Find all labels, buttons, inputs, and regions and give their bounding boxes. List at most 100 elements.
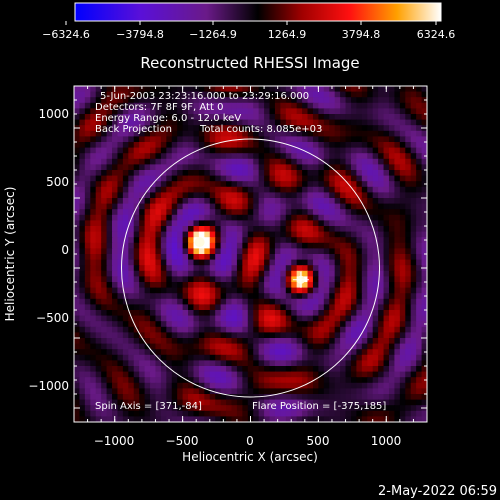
heatmap-cell [274,91,281,98]
heatmap-cell [160,354,167,361]
heatmap-cell [177,119,184,126]
heatmap-cell [231,388,238,395]
heatmap-cell [318,377,325,384]
heatmap-cell [421,220,427,227]
heatmap-cell [236,276,243,283]
heatmap-cell [264,181,271,188]
heatmap-cell [155,102,162,109]
heatmap-cell [112,136,119,143]
heatmap-cell [361,231,368,238]
heatmap-cell [198,248,205,255]
heatmap-cell [209,349,216,356]
heatmap-cell [133,237,140,244]
heatmap-cell [193,97,200,104]
heatmap-cell [307,338,314,345]
heatmap-cell [264,360,271,367]
heatmap-cell [340,304,347,311]
heatmap-cell [405,321,412,328]
heatmap-cell [101,377,108,384]
heatmap-cell [340,130,347,137]
heatmap-cell [394,91,401,98]
heatmap-cell [198,304,205,311]
heatmap-cell [296,125,303,132]
heatmap-cell [307,332,314,339]
heatmap-cell [177,405,184,412]
heatmap-cell [204,214,211,221]
heatmap-cell [405,254,412,261]
heatmap-cell [236,366,243,373]
heatmap-cell [188,276,195,283]
heatmap-cell [198,265,205,272]
heatmap-cell [155,332,162,339]
heatmap-cell [128,203,135,210]
heatmap-cell [296,181,303,188]
heatmap-cell [312,349,319,356]
heatmap-cell [236,158,243,165]
heatmap-cell [177,186,184,193]
heatmap-cell [253,410,260,417]
heatmap-cell [318,315,325,322]
heatmap-cell [90,360,97,367]
heatmap-cell [372,382,379,389]
heatmap-cell [372,394,379,401]
heatmap-cell [264,382,271,389]
heatmap-cell [226,371,233,378]
heatmap-cell [367,186,374,193]
heatmap-cell [247,130,254,137]
heatmap-cell [399,298,406,305]
heatmap-cell [258,248,265,255]
heatmap-cell [421,231,427,238]
heatmap-cell [307,259,314,266]
heatmap-cell [226,265,233,272]
heatmap-cell [79,203,86,210]
heatmap-cell [323,175,330,182]
heatmap-cell [236,399,243,406]
heatmap-cell [101,354,108,361]
heatmap-cell [280,399,287,406]
heatmap-cell [296,186,303,193]
heatmap-cell [388,198,396,205]
heatmap-cell [307,287,314,294]
heatmap-cell [204,287,211,294]
heatmap-cell [79,186,86,193]
heatmap-cell [188,388,195,395]
heatmap-cell [345,136,352,143]
heatmap-cell [291,248,298,255]
heatmap-cell [285,349,292,356]
heatmap-cell [226,158,233,165]
heatmap-cell [291,332,298,339]
heatmap-cell [79,237,86,244]
heatmap-cell [74,254,81,261]
heatmap-cell [296,343,303,350]
heatmap-cell [182,102,189,109]
heatmap-cell [166,248,173,255]
heatmap-cell [133,354,140,361]
heatmap-cell [307,321,314,328]
heatmap-cell [372,164,379,171]
heatmap-cell [405,86,412,93]
heatmap-cell [378,338,385,345]
heatmap-cell [307,304,314,311]
heatmap-cell [106,114,113,121]
heatmap-cell [388,293,396,300]
heatmap-cell [264,108,271,115]
heatmap-cell [269,315,276,322]
heatmap-cell [334,147,341,154]
heatmap-cell [416,315,423,322]
heatmap-cell [329,254,336,261]
heatmap-cell [182,399,189,406]
heatmap-cell [383,366,390,373]
heatmap-cell [323,186,330,193]
heatmap-cell [372,371,379,378]
heatmap-cell [318,293,325,300]
heatmap-cell [296,114,303,121]
heatmap-cell [253,354,260,361]
heatmap-cell [226,186,233,193]
heatmap-cell [220,142,227,149]
heatmap-cell [198,226,205,233]
heatmap-cell [155,382,162,389]
heatmap-cell [198,282,205,289]
heatmap-cell [231,265,238,272]
heatmap-cell [160,136,167,143]
heatmap-cell [410,209,417,216]
